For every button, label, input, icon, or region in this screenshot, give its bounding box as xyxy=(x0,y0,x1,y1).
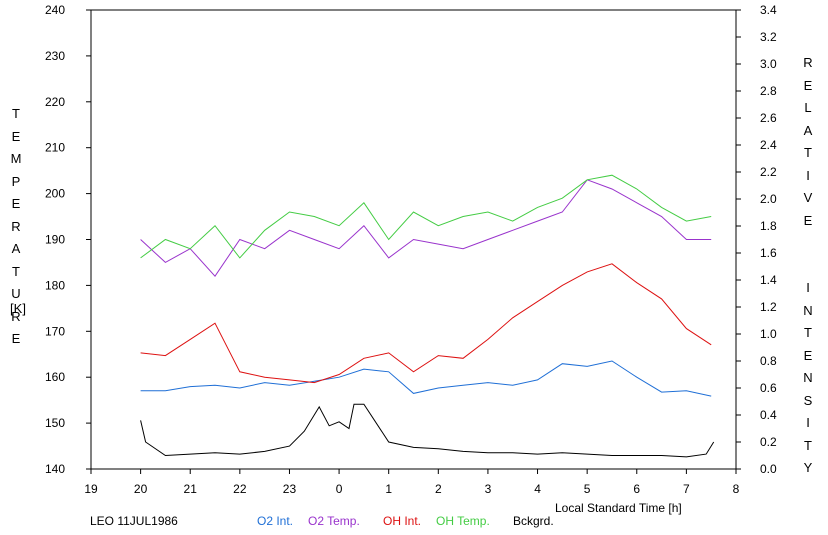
left-tick-label: 190 xyxy=(45,233,65,247)
x-tick-label: 1 xyxy=(385,482,392,496)
legend-item: OH Temp. xyxy=(436,514,490,528)
left-axis: 140 150 160 170 180 190 200 210 220 230 240 xyxy=(45,3,91,476)
right-tick-label: 1.0 xyxy=(760,327,777,341)
series-layer xyxy=(140,174,715,458)
station-label: LEO 11JUL1986 xyxy=(90,514,178,528)
x-axis-title: Local Standard Time [h] xyxy=(555,501,682,515)
right-tick-label: 0.8 xyxy=(760,354,777,368)
legend-item: O2 Int. xyxy=(257,514,294,528)
left-tick-label: 200 xyxy=(45,187,65,201)
left-tick-label: 150 xyxy=(45,416,65,430)
right-tick-label: 3.4 xyxy=(760,3,777,17)
x-tick-label: 21 xyxy=(184,482,198,496)
x-tick-label: 8 xyxy=(733,482,740,496)
x-tick-label: 6 xyxy=(633,482,640,496)
legend-item: OH Int. xyxy=(383,514,422,528)
x-tick-label: 4 xyxy=(534,482,541,496)
right-tick-label: 3.0 xyxy=(760,57,777,71)
right-tick-label: 0.0 xyxy=(760,462,777,476)
legend-item: Bckgrd. xyxy=(513,514,554,528)
left-tick-label: 220 xyxy=(45,95,65,109)
right-tick-label: 2.2 xyxy=(760,165,777,179)
right-tick-label: 2.6 xyxy=(760,111,777,125)
x-tick-label: 2 xyxy=(435,482,442,496)
x-tick-label: 19 xyxy=(84,482,98,496)
series-o2-int xyxy=(140,360,712,397)
x-tick-label: 7 xyxy=(683,482,690,496)
right-tick-label: 2.0 xyxy=(760,192,777,206)
right-tick-label: 0.4 xyxy=(760,408,777,422)
legend-item: O2 Temp. xyxy=(308,514,360,528)
x-axis: 19 20 21 22 23 0 1 2 3 4 5 6 7 8 xyxy=(84,469,740,496)
x-tick-label: 5 xyxy=(584,482,591,496)
right-tick-label: 2.4 xyxy=(760,138,777,152)
left-tick-label: 230 xyxy=(45,49,65,63)
left-tick-label: 140 xyxy=(45,462,65,476)
x-tick-label: 20 xyxy=(134,482,148,496)
right-tick-label: 1.8 xyxy=(760,219,777,233)
right-tick-label: 0.6 xyxy=(760,381,777,395)
series-oh-temp xyxy=(140,174,712,259)
right-axis: 0.0 0.2 0.4 0.6 0.8 1.0 1.2 1.4 1.6 1.8 2.0 2.2 2.4 2… xyxy=(736,3,777,476)
left-axis-unit: [K] xyxy=(10,301,26,316)
x-tick-label: 23 xyxy=(283,482,297,496)
series-bckgrd xyxy=(140,403,715,458)
right-tick-label: 3.2 xyxy=(760,30,777,44)
right-tick-label: 2.8 xyxy=(760,84,777,98)
left-tick-label: 210 xyxy=(45,141,65,155)
left-tick-label: 160 xyxy=(45,370,65,384)
x-tick-label: 3 xyxy=(485,482,492,496)
left-tick-label: 180 xyxy=(45,278,65,292)
x-tick-label: 0 xyxy=(336,482,343,496)
x-tick-label: 22 xyxy=(233,482,247,496)
right-tick-label: 1.4 xyxy=(760,273,777,287)
series-oh-int xyxy=(140,263,712,384)
right-tick-label: 0.2 xyxy=(760,435,777,449)
left-tick-label: 240 xyxy=(45,3,65,17)
series-o2-temp xyxy=(140,179,712,278)
right-tick-label: 1.2 xyxy=(760,300,777,314)
left-tick-label: 170 xyxy=(45,324,65,338)
right-tick-label: 1.6 xyxy=(760,246,777,260)
